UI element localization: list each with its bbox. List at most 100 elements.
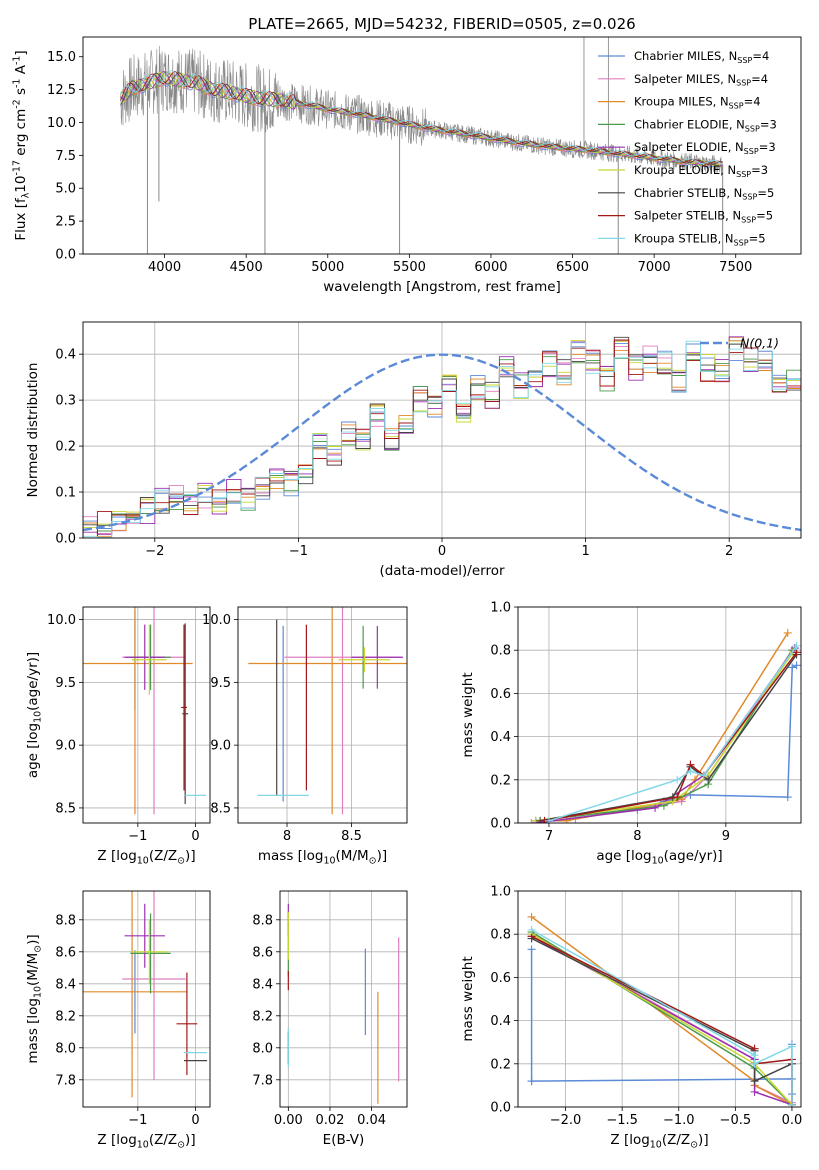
errorbar-point bbox=[130, 919, 168, 984]
x-tick-label: 6000 bbox=[474, 260, 507, 275]
plus-marker bbox=[783, 793, 792, 802]
plus-marker bbox=[527, 945, 536, 954]
errorbar-point bbox=[132, 624, 167, 695]
residual-histogram bbox=[83, 336, 801, 538]
y-tick-label: 15.0 bbox=[47, 50, 76, 65]
x-axis-label: Z [log10(Z/Z⊙)] bbox=[610, 1132, 708, 1150]
y-tick-label: 0.6 bbox=[490, 687, 511, 702]
plus-marker bbox=[787, 1042, 796, 1051]
y-tick-label: 8.6 bbox=[252, 945, 273, 960]
y-tick-label: 0.8 bbox=[490, 644, 511, 659]
panel-Z-mass: −1 0 7.8 8.0 8.2 8.4 8.6 8.8 Z [log10(Z/Z⊙)] mass… bbox=[25, 890, 211, 1150]
x-tick-label: 0 bbox=[438, 544, 446, 559]
x-tick-label: 0 bbox=[191, 829, 199, 844]
x-axis-label: E(B-V) bbox=[323, 1132, 365, 1148]
plot-area-mass-age bbox=[248, 607, 407, 815]
y-tick-label: 10.0 bbox=[202, 613, 231, 628]
x-tick-label: 9 bbox=[722, 829, 730, 844]
model-fit-line bbox=[120, 71, 723, 166]
y-tick-label: 0.4 bbox=[490, 730, 511, 745]
y-tick-label: 8.8 bbox=[55, 913, 76, 928]
panel-spectrum: 4000 4500 5000 5500 6000 6500 7000 7500 0.0 2.5 5.… bbox=[12, 36, 802, 295]
plus-marker bbox=[704, 775, 713, 784]
model-fit-line bbox=[120, 70, 723, 165]
legend-label: Chabrier ELODIE, NSSP=3 bbox=[634, 117, 777, 133]
residual-histogram bbox=[83, 336, 801, 538]
y-axis-label: mass [log10(M/M⊙)] bbox=[25, 934, 43, 1063]
y-tick-label: 8.6 bbox=[55, 945, 76, 960]
y-tick-label: 8.5 bbox=[55, 801, 76, 816]
plus-marker bbox=[562, 816, 571, 823]
plus-marker bbox=[527, 925, 536, 934]
y-tick-label: 8.2 bbox=[252, 1009, 273, 1024]
legend-label: Kroupa STELIB, NSSP=5 bbox=[634, 231, 766, 247]
y-tick-label: 12.5 bbox=[47, 83, 76, 98]
panel-age-weight: 7 8 9 0.0 0.2 0.4 0.6 0.8 1.0 age [log10(age/yr)]… bbox=[460, 601, 802, 866]
panel-mass-age: 8 8.5 8.5 9.0 9.5 10.0 mass [log10(M/M⊙)] bbox=[202, 606, 408, 866]
plot-area-spectrum bbox=[120, 37, 724, 254]
plus-marker bbox=[699, 771, 708, 780]
x-axis-label: Z [log10(Z/Z⊙)] bbox=[97, 1132, 195, 1150]
y-axis-label: Normed distribution bbox=[25, 363, 41, 498]
plot-area-residuals bbox=[83, 336, 801, 538]
plus-marker bbox=[792, 661, 801, 670]
x-tick-label: −1.0 bbox=[663, 1113, 695, 1128]
axes-frame bbox=[82, 890, 211, 1108]
plus-marker bbox=[750, 1051, 759, 1060]
x-tick-label: 0.00 bbox=[274, 1113, 303, 1128]
plus-marker bbox=[686, 767, 695, 776]
weight-series bbox=[527, 925, 796, 1107]
y-tick-label: 10.0 bbox=[47, 116, 76, 131]
observed-spectrum bbox=[120, 45, 723, 174]
errorbar-point bbox=[176, 972, 198, 1075]
x-tick-label: 7 bbox=[545, 829, 553, 844]
plus-marker bbox=[544, 816, 553, 823]
x-axis-label: (data-model)/error bbox=[379, 563, 505, 579]
y-tick-label: 0.0 bbox=[55, 532, 76, 547]
legend-label: Salpeter ELODIE, NSSP=3 bbox=[634, 140, 776, 156]
x-tick-label: 4500 bbox=[230, 260, 263, 275]
y-tick-label: 2.5 bbox=[55, 215, 76, 230]
y-tick-label: 7.5 bbox=[55, 149, 76, 164]
x-tick-label: 4000 bbox=[148, 260, 181, 275]
plus-marker bbox=[750, 1087, 759, 1096]
axes-frame bbox=[517, 890, 802, 1108]
x-tick-label: 0.02 bbox=[315, 1113, 344, 1128]
panel-Z-age: −1 0 8.5 9.0 9.5 10.0 Z [log10(Z/Z⊙)] age [log1… bbox=[25, 606, 211, 866]
weight-line bbox=[637, 664, 797, 811]
y-axis-label: age [log10(age/yr)] bbox=[25, 652, 43, 778]
y-tick-label: 8.5 bbox=[210, 801, 231, 816]
weight-line bbox=[535, 649, 793, 822]
x-tick-label: 2 bbox=[725, 544, 733, 559]
y-tick-label: 0.3 bbox=[55, 394, 76, 409]
x-tick-label: 7000 bbox=[638, 260, 671, 275]
plus-marker bbox=[527, 1077, 536, 1086]
errorbar-point bbox=[83, 607, 193, 815]
legend-label: Chabrier STELIB, NSSP=5 bbox=[634, 186, 774, 202]
x-axis-label: Z [log10(Z/Z⊙)] bbox=[97, 848, 195, 866]
x-tick-label: −2.0 bbox=[550, 1113, 582, 1128]
y-axis-label: mass weight bbox=[460, 956, 476, 1041]
y-tick-label: 0.0 bbox=[490, 817, 511, 832]
y-tick-label: 9.0 bbox=[55, 739, 76, 754]
y-tick-label: 0.4 bbox=[490, 1014, 511, 1029]
errorbar-point bbox=[181, 624, 187, 791]
plot-area-Z-mass bbox=[83, 891, 208, 1098]
y-tick-label: 0.6 bbox=[490, 971, 511, 986]
y-tick-label: 8.4 bbox=[252, 977, 273, 992]
x-tick-label: 8.5 bbox=[341, 829, 362, 844]
legend-label: Chabrier MILES, NSSP=4 bbox=[634, 49, 769, 65]
residual-histogram bbox=[83, 336, 801, 538]
x-tick-label: 0.0 bbox=[782, 1113, 803, 1128]
weight-line bbox=[535, 632, 789, 822]
weight-series bbox=[527, 934, 796, 1107]
legend: Chabrier MILES, NSSP=4 Salpeter MILES, NS… bbox=[598, 49, 777, 247]
y-tick-label: 0.2 bbox=[55, 440, 76, 455]
residual-histogram bbox=[83, 340, 801, 538]
legend: N(0,1) bbox=[700, 336, 779, 351]
y-tick-label: 9.0 bbox=[210, 739, 231, 754]
x-tick-label: −1 bbox=[128, 1113, 147, 1128]
plus-marker bbox=[673, 793, 682, 802]
normal-curve bbox=[83, 353, 801, 532]
